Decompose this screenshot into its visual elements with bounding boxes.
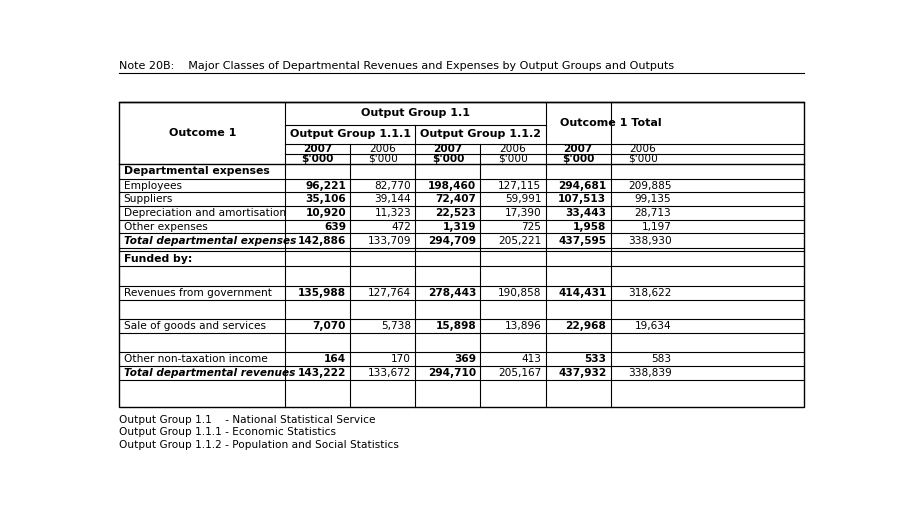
Text: 472: 472 [392, 221, 411, 232]
Text: Total departmental revenues: Total departmental revenues [123, 368, 295, 378]
Text: 2007: 2007 [303, 144, 332, 154]
Text: $'000: $'000 [628, 154, 658, 164]
Text: 7,070: 7,070 [312, 321, 346, 331]
Text: 639: 639 [324, 221, 346, 232]
Text: 369: 369 [454, 354, 476, 364]
Text: 133,709: 133,709 [368, 236, 411, 245]
Text: Other expenses: Other expenses [123, 221, 207, 232]
Text: 22,968: 22,968 [565, 321, 607, 331]
Text: Note 20B:    Major Classes of Departmental Revenues and Expenses by Output Group: Note 20B: Major Classes of Departmental … [120, 61, 675, 71]
Text: 198,460: 198,460 [428, 180, 476, 190]
Text: 33,443: 33,443 [565, 208, 607, 218]
Text: 35,106: 35,106 [305, 194, 346, 204]
Text: Employees: Employees [123, 180, 182, 190]
Text: 127,764: 127,764 [368, 288, 411, 298]
Text: 133,672: 133,672 [368, 368, 411, 378]
Text: 11,323: 11,323 [374, 208, 411, 218]
Text: Output Group 1.1: Output Group 1.1 [361, 108, 470, 118]
Text: 22,523: 22,523 [436, 208, 476, 218]
Text: 414,431: 414,431 [558, 288, 607, 298]
Text: 59,991: 59,991 [505, 194, 541, 204]
Text: 82,770: 82,770 [374, 180, 411, 190]
Text: 2006: 2006 [630, 144, 656, 154]
Text: Departmental expenses: Departmental expenses [123, 166, 269, 176]
Text: 294,681: 294,681 [558, 180, 607, 190]
Text: Output Group 1.1    - National Statistical Service: Output Group 1.1 - National Statistical … [120, 415, 376, 425]
Text: 338,839: 338,839 [627, 368, 671, 378]
Text: 28,713: 28,713 [634, 208, 671, 218]
Text: 13,896: 13,896 [505, 321, 541, 331]
Text: 437,595: 437,595 [558, 236, 607, 245]
Text: 15,898: 15,898 [436, 321, 476, 331]
Text: 190,858: 190,858 [498, 288, 541, 298]
Text: Sale of goods and services: Sale of goods and services [123, 321, 266, 331]
Text: Outcome 1 Total: Outcome 1 Total [560, 118, 662, 128]
Text: 39,144: 39,144 [374, 194, 411, 204]
Text: Suppliers: Suppliers [123, 194, 173, 204]
Text: 725: 725 [521, 221, 541, 232]
Text: 1,319: 1,319 [443, 221, 476, 232]
Text: 338,930: 338,930 [627, 236, 671, 245]
Text: Depreciation and amortisation: Depreciation and amortisation [123, 208, 286, 218]
Text: Output Group 1.1.2 - Population and Social Statistics: Output Group 1.1.2 - Population and Soci… [120, 440, 400, 450]
Text: 533: 533 [584, 354, 607, 364]
Text: 107,513: 107,513 [558, 194, 607, 204]
Text: Funded by:: Funded by: [123, 254, 192, 264]
Text: Other non-taxation income: Other non-taxation income [123, 354, 267, 364]
Text: 2007: 2007 [433, 144, 463, 154]
Text: 164: 164 [324, 354, 346, 364]
Text: Output Group 1.1.2: Output Group 1.1.2 [420, 130, 541, 140]
Text: 583: 583 [652, 354, 671, 364]
Text: 294,709: 294,709 [428, 236, 476, 245]
Text: $'000: $'000 [432, 154, 464, 164]
Text: Total departmental expenses: Total departmental expenses [123, 236, 296, 245]
Text: 135,988: 135,988 [298, 288, 346, 298]
Text: 2007: 2007 [563, 144, 593, 154]
Text: $'000: $'000 [302, 154, 334, 164]
Text: 72,407: 72,407 [436, 194, 476, 204]
Text: Output Group 1.1.1: Output Group 1.1.1 [290, 130, 410, 140]
Text: 2006: 2006 [370, 144, 396, 154]
Text: 5,738: 5,738 [381, 321, 411, 331]
Text: 17,390: 17,390 [505, 208, 541, 218]
Text: 2006: 2006 [500, 144, 526, 154]
Text: 205,221: 205,221 [498, 236, 541, 245]
Text: 1,958: 1,958 [573, 221, 607, 232]
Text: 413: 413 [521, 354, 541, 364]
Text: 294,710: 294,710 [428, 368, 476, 378]
Bar [120, 102, 805, 407]
Text: 96,221: 96,221 [305, 180, 346, 190]
Text: 142,886: 142,886 [298, 236, 346, 245]
Text: Outcome 1: Outcome 1 [168, 128, 236, 138]
Text: 318,622: 318,622 [628, 288, 671, 298]
Text: 437,932: 437,932 [558, 368, 607, 378]
Text: 278,443: 278,443 [428, 288, 476, 298]
Text: 127,115: 127,115 [499, 180, 541, 190]
Text: 19,634: 19,634 [634, 321, 671, 331]
Text: 10,920: 10,920 [305, 208, 346, 218]
Text: 99,135: 99,135 [634, 194, 671, 204]
Text: 143,222: 143,222 [298, 368, 346, 378]
Text: $'000: $'000 [562, 154, 594, 164]
Text: Output Group 1.1.1 - Economic Statistics: Output Group 1.1.1 - Economic Statistics [120, 427, 337, 437]
Text: 209,885: 209,885 [628, 180, 671, 190]
Text: 1,197: 1,197 [642, 221, 671, 232]
Text: 205,167: 205,167 [498, 368, 541, 378]
Text: 170: 170 [392, 354, 411, 364]
Text: $'000: $'000 [368, 154, 398, 164]
Text: $'000: $'000 [498, 154, 528, 164]
Text: Revenues from government: Revenues from government [123, 288, 272, 298]
